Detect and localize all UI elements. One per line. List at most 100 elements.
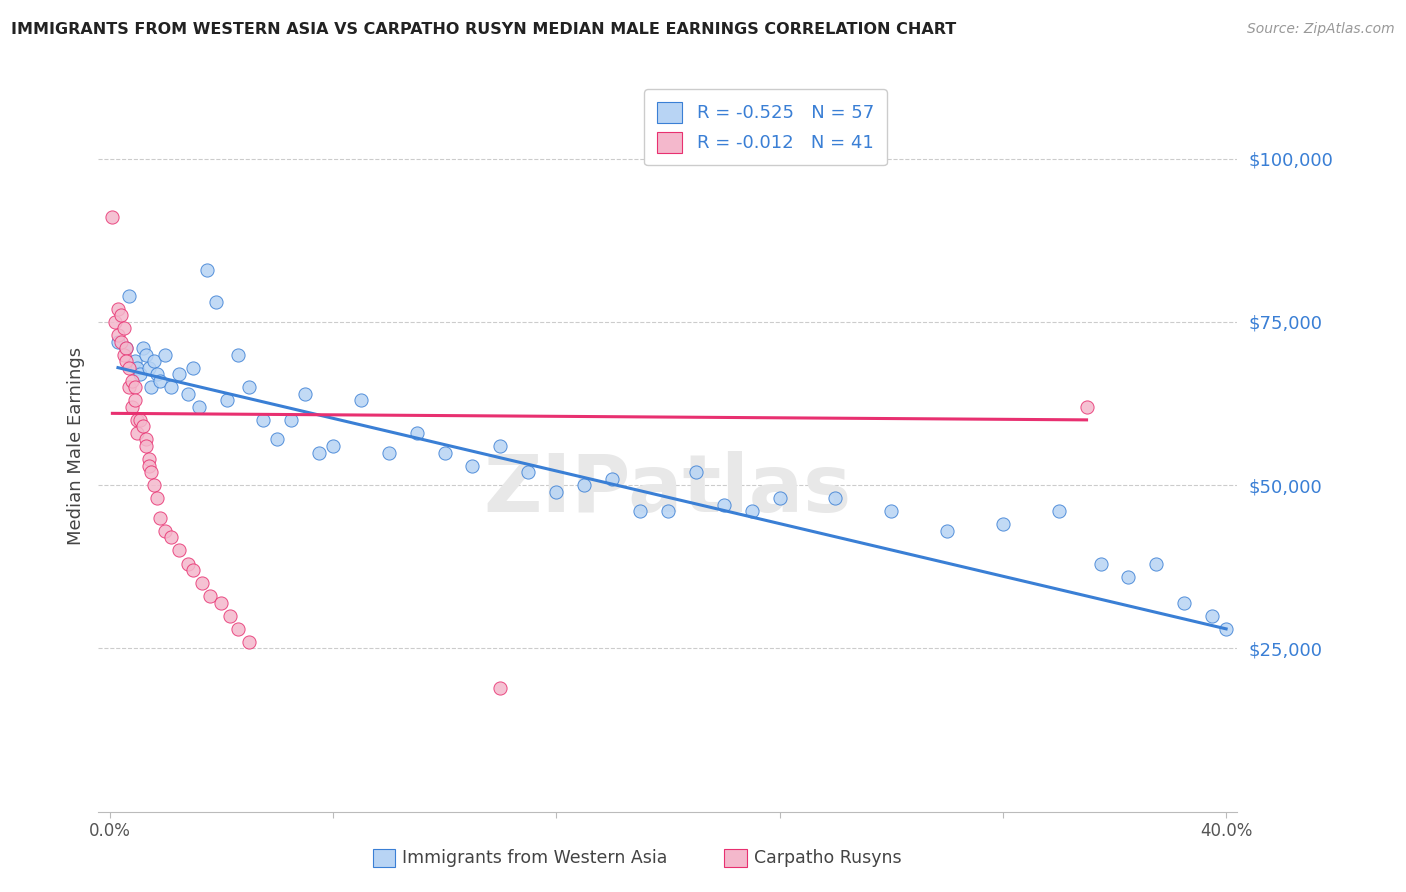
Point <box>132 419 155 434</box>
Point <box>1118 569 1140 583</box>
Point <box>110 309 132 323</box>
Point <box>127 425 149 440</box>
Point <box>135 439 157 453</box>
Point <box>252 413 274 427</box>
Point <box>121 374 143 388</box>
Point <box>741 504 763 518</box>
Point <box>160 530 183 544</box>
Point <box>141 465 163 479</box>
Point <box>238 635 260 649</box>
Point <box>377 445 399 459</box>
Point <box>517 465 540 479</box>
Point <box>177 557 200 571</box>
Point <box>138 360 160 375</box>
Point <box>405 425 427 440</box>
Point <box>169 543 191 558</box>
Point <box>143 354 166 368</box>
Point <box>107 328 129 343</box>
Point <box>546 484 568 499</box>
Point <box>600 472 623 486</box>
Point <box>308 445 330 459</box>
Point <box>107 334 129 349</box>
Point <box>280 413 302 427</box>
Point <box>204 295 226 310</box>
Point <box>183 563 205 577</box>
Point <box>936 524 959 538</box>
Point <box>350 393 373 408</box>
Point <box>169 367 191 381</box>
Point <box>322 439 344 453</box>
Point <box>880 504 903 518</box>
Point <box>226 347 249 362</box>
Text: IMMIGRANTS FROM WESTERN ASIA VS CARPATHO RUSYN MEDIAN MALE EARNINGS CORRELATION : IMMIGRANTS FROM WESTERN ASIA VS CARPATHO… <box>11 22 956 37</box>
Point <box>118 289 141 303</box>
Point <box>135 433 157 447</box>
Point <box>118 360 141 375</box>
Text: Carpatho Rusyns: Carpatho Rusyns <box>754 849 901 867</box>
Text: Immigrants from Western Asia: Immigrants from Western Asia <box>402 849 668 867</box>
Point <box>190 576 212 591</box>
Point <box>1047 504 1070 518</box>
Point <box>713 498 735 512</box>
Point <box>177 386 200 401</box>
Point <box>215 393 238 408</box>
Text: Source: ZipAtlas.com: Source: ZipAtlas.com <box>1247 22 1395 37</box>
Point <box>127 413 149 427</box>
Point <box>238 380 260 394</box>
Point <box>155 347 177 362</box>
Point <box>768 491 790 506</box>
Point <box>149 374 172 388</box>
Point <box>685 465 707 479</box>
Point <box>115 354 138 368</box>
Point <box>226 622 249 636</box>
Point <box>155 524 177 538</box>
Point <box>1173 596 1195 610</box>
Point <box>1201 608 1223 623</box>
Point <box>218 608 240 623</box>
Point <box>121 400 143 414</box>
Point <box>110 334 132 349</box>
Point <box>461 458 484 473</box>
Point <box>143 478 166 492</box>
Point <box>195 262 218 277</box>
Y-axis label: Median Male Earnings: Median Male Earnings <box>66 347 84 545</box>
Point <box>104 315 127 329</box>
Point <box>129 413 152 427</box>
Point <box>628 504 651 518</box>
Point <box>266 433 288 447</box>
Point <box>127 360 149 375</box>
Point <box>489 681 512 695</box>
Point <box>138 458 160 473</box>
Point <box>132 341 155 355</box>
Legend: R = -0.525   N = 57, R = -0.012   N = 41: R = -0.525 N = 57, R = -0.012 N = 41 <box>644 89 887 165</box>
Point <box>146 491 169 506</box>
Point <box>187 400 209 414</box>
Point <box>433 445 456 459</box>
Point <box>183 360 205 375</box>
Point <box>138 452 160 467</box>
Point <box>101 211 124 225</box>
Point <box>129 367 152 381</box>
Text: ZIPatlas: ZIPatlas <box>484 450 852 529</box>
Point <box>112 347 135 362</box>
Point <box>572 478 595 492</box>
Point <box>112 321 135 335</box>
Point <box>1076 400 1098 414</box>
Point <box>657 504 679 518</box>
Point <box>1090 557 1112 571</box>
Point <box>124 380 146 394</box>
Point <box>135 347 157 362</box>
Point <box>124 393 146 408</box>
Point <box>209 596 232 610</box>
Point <box>1144 557 1167 571</box>
Point <box>991 517 1014 532</box>
Point <box>146 367 169 381</box>
Point <box>107 301 129 316</box>
Point <box>141 380 163 394</box>
Point <box>115 341 138 355</box>
Point <box>198 589 221 603</box>
Point <box>149 511 172 525</box>
Point <box>118 380 141 394</box>
Point <box>824 491 846 506</box>
Point <box>124 354 146 368</box>
